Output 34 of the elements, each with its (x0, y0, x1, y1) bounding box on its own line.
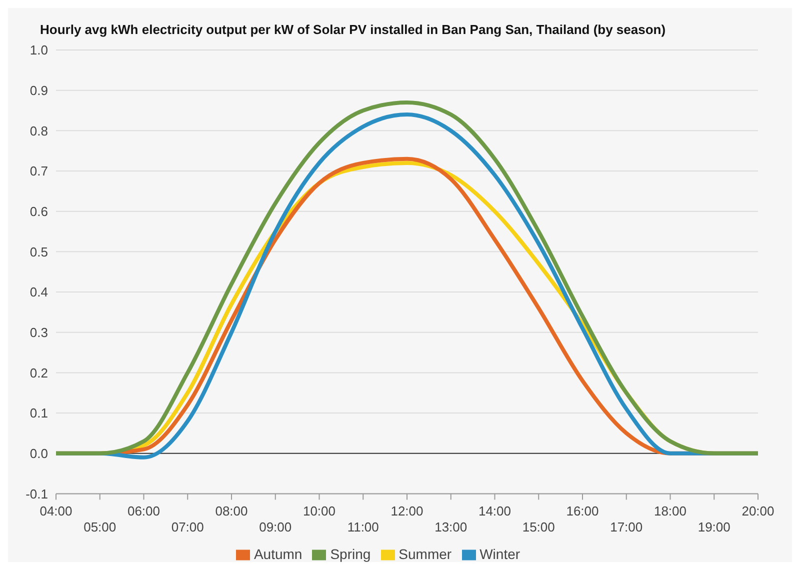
x-tick-label: 10:00 (302, 504, 336, 519)
legend-label: Spring (330, 546, 371, 562)
y-tick-label: 0.7 (30, 164, 48, 179)
x-tick-label: 05:00 (84, 520, 116, 535)
legend-label: Summer (398, 546, 452, 562)
x-tick-label: 12:00 (390, 504, 424, 519)
y-tick-label: 0.3 (30, 324, 48, 340)
y-tick-label: 0.4 (30, 284, 48, 300)
legend-label: Autumn (254, 546, 302, 562)
x-tick-label: 20:00 (742, 504, 774, 519)
x-tick-label: 04:00 (40, 504, 72, 519)
y-tick-label: 0.9 (30, 82, 48, 98)
y-tick-label: 0.1 (30, 406, 48, 421)
x-tick-label: 18:00 (654, 504, 687, 519)
x-tick-label: 08:00 (215, 504, 248, 519)
x-tick-label: 16:00 (566, 504, 599, 519)
x-tick-label: 13:00 (434, 520, 468, 535)
x-tick-label: 19:00 (698, 520, 730, 535)
y-tick-label: -0.1 (26, 486, 48, 502)
y-tick-label: 0.2 (30, 365, 48, 380)
x-tick-label: 07:00 (171, 520, 204, 535)
x-tick-label: 17:00 (610, 520, 643, 535)
y-tick-label: 0.0 (30, 446, 48, 461)
y-tick-label: 0.8 (30, 123, 48, 138)
y-tick-label: 0.6 (30, 204, 48, 219)
y-tick-label: 1.0 (30, 42, 48, 58)
chart-title: Hourly avg kWh electricity output per kW of Solar PV installed in Ban Pang San, Thailand (by season) (40, 22, 666, 37)
y-tick-label: 0.5 (30, 244, 48, 260)
x-tick-label: 06:00 (127, 504, 160, 519)
x-tick-label: 15:00 (522, 520, 555, 535)
x-tick-label: 09:00 (259, 520, 292, 535)
x-tick-label: 11:00 (347, 520, 379, 535)
legend-label: Winter (480, 546, 520, 562)
x-tick-label: 14:00 (478, 504, 512, 519)
